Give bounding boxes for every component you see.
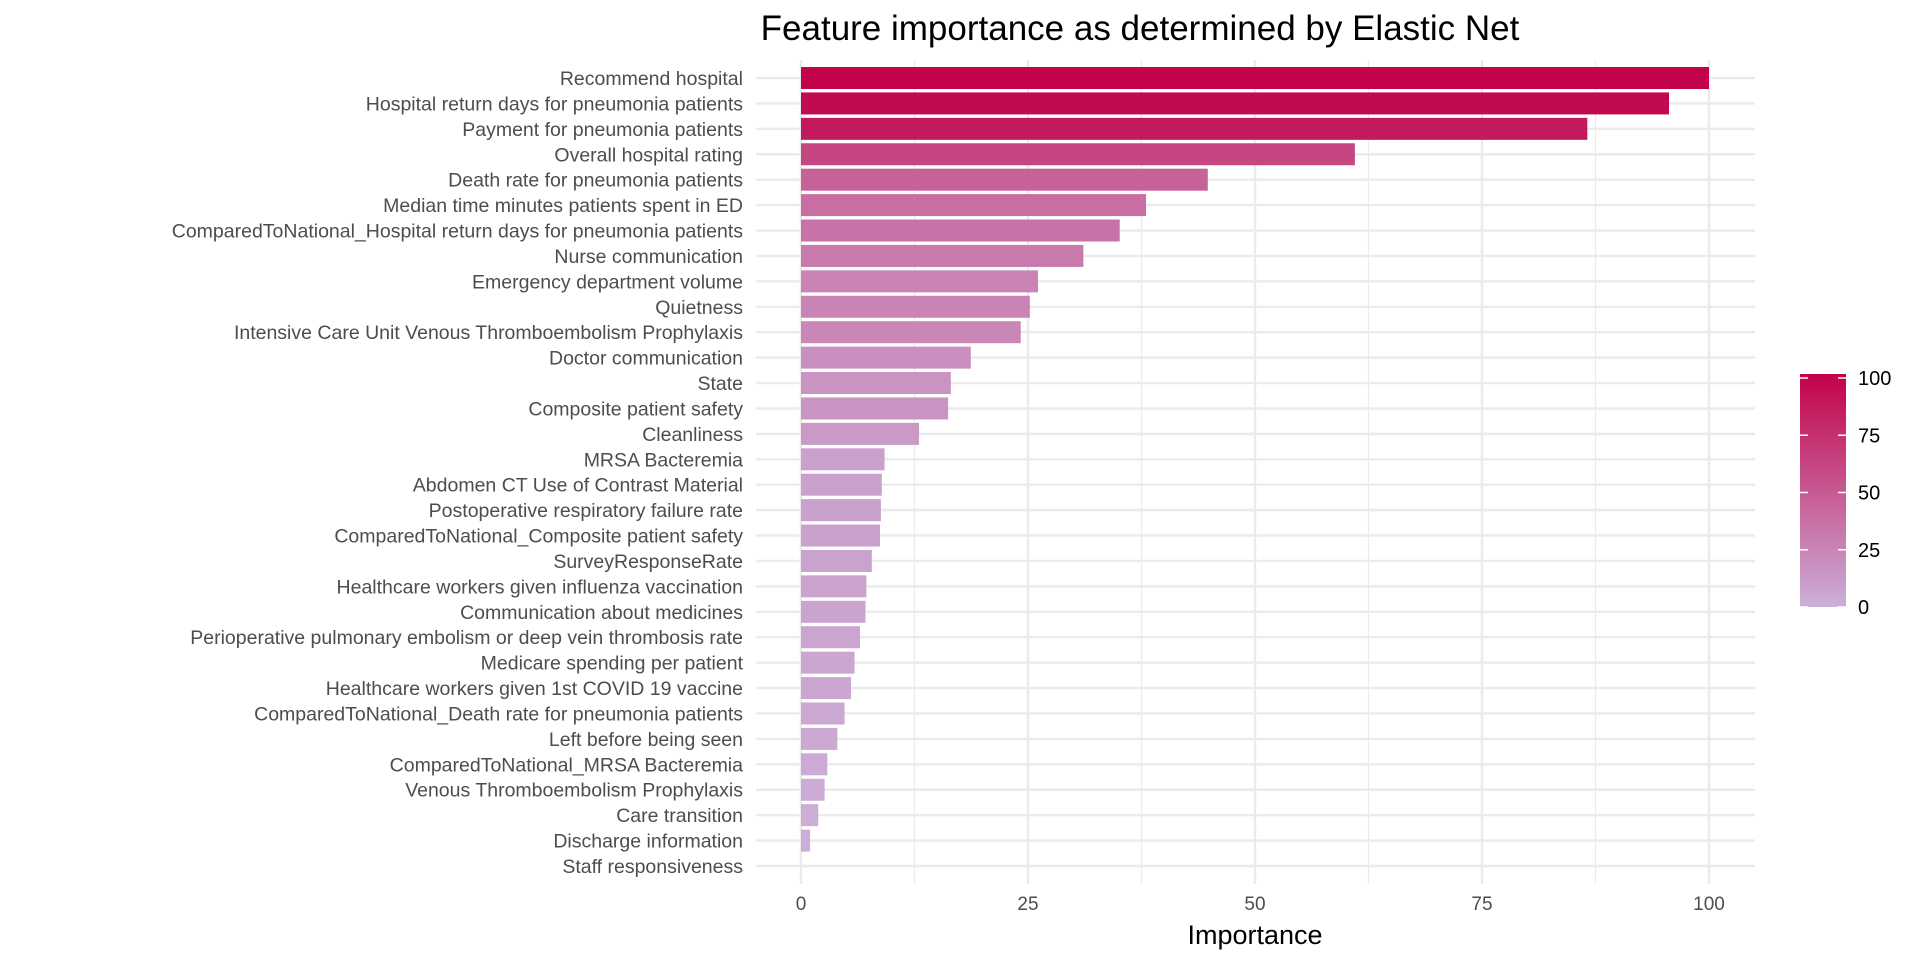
bar	[801, 295, 1030, 318]
color-legend: 0 25 50 75 100	[1800, 368, 1891, 619]
category-label: ComparedToNational_Death rate for pneumo…	[254, 703, 743, 725]
x-tick-label: 100	[1693, 894, 1725, 915]
legend-ticks: 0 25 50 75 100	[1800, 368, 1891, 619]
legend-tick-label: 50	[1858, 483, 1880, 505]
category-label: Medicare spending per patient	[481, 653, 744, 675]
x-tick-label: 0	[796, 894, 807, 915]
bar	[801, 67, 1709, 89]
bar	[801, 270, 1038, 293]
bar	[801, 626, 861, 649]
category-label: ComparedToNational_Composite patient saf…	[334, 526, 743, 548]
category-label: ComparedToNational_Hospital return days …	[172, 221, 743, 243]
bar	[801, 600, 866, 623]
category-label: Care transition	[616, 805, 743, 827]
bar	[801, 168, 1208, 191]
category-label: Overall hospital rating	[554, 144, 743, 166]
legend-tick-label: 0	[1858, 597, 1869, 619]
category-label: SurveyResponseRate	[553, 551, 743, 573]
x-axis-title: Importance	[1187, 920, 1322, 950]
x-tick-label: 75	[1471, 894, 1492, 915]
category-label: Median time minutes patients spent in ED	[383, 195, 743, 217]
category-label: Hospital return days for pneumonia patie…	[366, 93, 743, 115]
category-label: Perioperative pulmonary embolism or deep…	[190, 627, 743, 649]
bar	[801, 804, 819, 827]
legend-tick-label: 75	[1858, 425, 1880, 447]
category-label: Discharge information	[553, 831, 743, 853]
category-label: Abdomen CT Use of Contrast Material	[413, 475, 743, 497]
bar	[801, 219, 1120, 242]
bar	[801, 194, 1147, 217]
category-label: Quietness	[655, 297, 743, 319]
bar	[801, 321, 1021, 344]
x-axis-ticks: 0 25 50 75 100	[796, 894, 1725, 915]
category-label: Healthcare workers given influenza vacci…	[337, 576, 743, 598]
category-label: Recommend hospital	[560, 68, 743, 90]
bar	[801, 753, 828, 776]
x-tick-label: 50	[1244, 894, 1265, 915]
bar	[801, 727, 838, 750]
bar	[801, 92, 1670, 115]
category-label: Death rate for pneumonia patients	[448, 170, 743, 192]
bar	[801, 448, 885, 471]
bar	[801, 575, 867, 598]
category-label: Staff responsiveness	[562, 856, 743, 878]
bar	[801, 778, 825, 801]
bar	[801, 422, 920, 445]
x-tick-label: 25	[1017, 894, 1038, 915]
bar	[801, 372, 951, 395]
category-label: State	[697, 373, 743, 395]
category-label: Emergency department volume	[472, 271, 743, 293]
legend-tick-label: 25	[1858, 540, 1880, 562]
category-label: Composite patient safety	[528, 398, 743, 420]
category-label: Venous Thromboembolism Prophylaxis	[405, 780, 743, 802]
category-label: Nurse communication	[554, 246, 743, 268]
category-label: Payment for pneumonia patients	[462, 119, 743, 141]
category-label: Intensive Care Unit Venous Thromboemboli…	[234, 322, 743, 344]
bar	[801, 473, 882, 496]
bar	[801, 677, 851, 700]
legend-tick-label: 100	[1858, 368, 1891, 390]
bar	[801, 143, 1355, 166]
bars	[801, 67, 1709, 852]
category-label: Communication about medicines	[460, 602, 743, 624]
bar	[801, 117, 1588, 140]
legend-colorbar	[1800, 374, 1846, 607]
bar	[801, 829, 811, 852]
bar	[801, 499, 881, 522]
bar	[801, 549, 872, 572]
category-label: Doctor communication	[549, 348, 743, 370]
category-labels: Recommend hospital Hospital return days f…	[172, 68, 744, 878]
category-label: Healthcare workers given 1st COVID 19 va…	[326, 678, 743, 700]
category-label: MRSA Bacteremia	[584, 449, 743, 471]
category-label: ComparedToNational_MRSA Bacteremia	[390, 754, 743, 776]
bar	[801, 651, 855, 674]
chart-title: Feature importance as determined by Elas…	[761, 9, 1520, 48]
bar	[801, 702, 845, 725]
bar	[801, 346, 971, 369]
category-label: Left before being seen	[549, 729, 743, 751]
category-label: Cleanliness	[642, 424, 743, 446]
bar	[801, 524, 880, 547]
bar	[801, 244, 1084, 267]
category-label: Postoperative respiratory failure rate	[429, 500, 743, 522]
bar	[801, 397, 949, 420]
